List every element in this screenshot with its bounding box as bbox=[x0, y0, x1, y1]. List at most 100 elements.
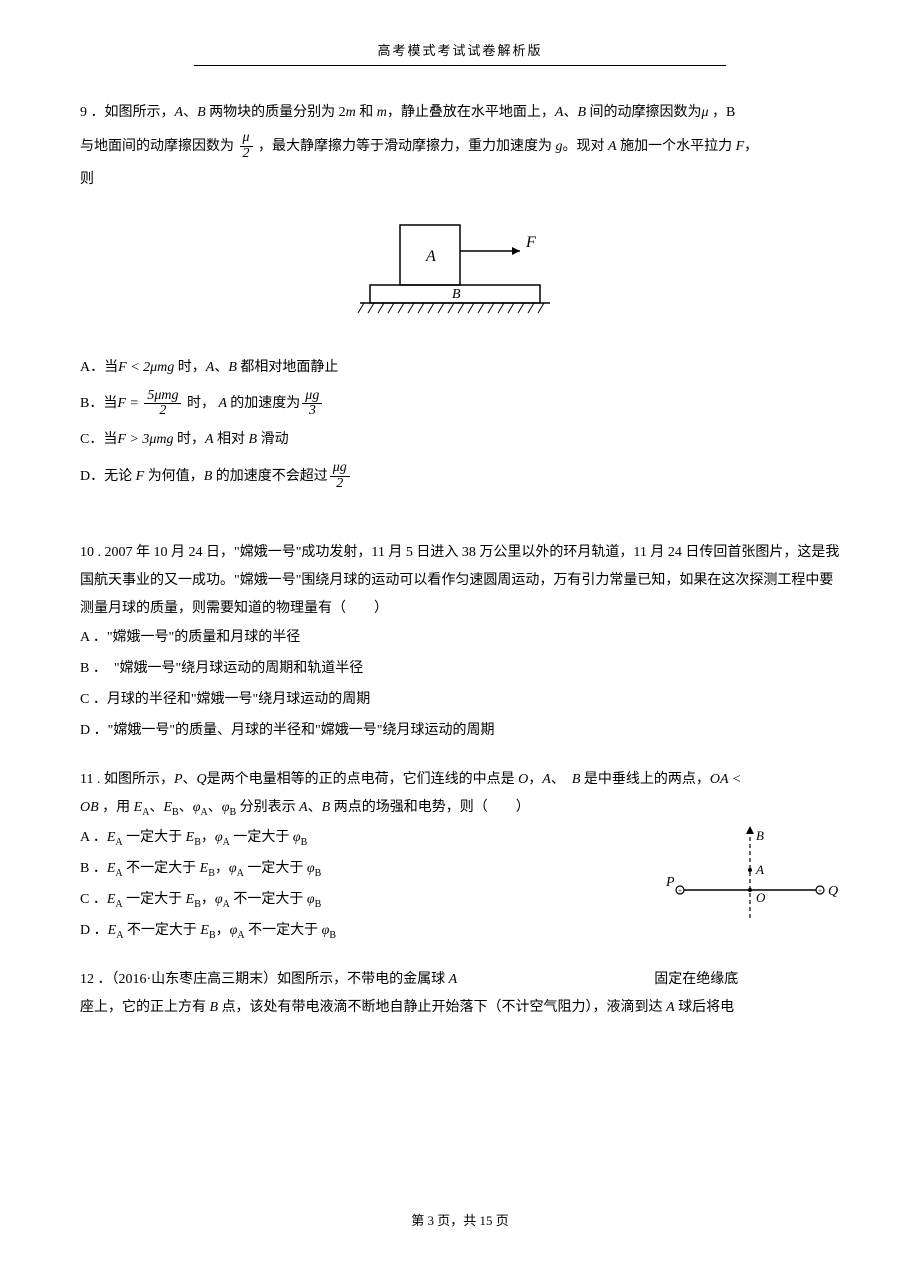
t: O bbox=[518, 772, 528, 787]
q9-option-c: C．当F > 3μmg 时，A 相对 B 滑动 bbox=[80, 422, 840, 458]
t: ， bbox=[201, 892, 215, 907]
t: A bbox=[115, 837, 122, 848]
q11-stem: 11 . 如图所示，P、Q是两个电量相等的正的点电荷，它们连线的中点是 O，A、… bbox=[80, 766, 840, 794]
t: B ． bbox=[80, 861, 107, 876]
t: B bbox=[210, 1000, 219, 1015]
t: 页 bbox=[493, 1213, 509, 1228]
t: A bbox=[200, 807, 207, 818]
t: 不一定大于 bbox=[245, 923, 322, 938]
t: 为何值， bbox=[144, 469, 204, 484]
t: B bbox=[577, 105, 586, 120]
t: A ． bbox=[80, 830, 107, 845]
t: m bbox=[377, 105, 387, 120]
t: F < 2μmg bbox=[118, 360, 174, 375]
t: C．当 bbox=[80, 432, 117, 447]
t: ，最大静摩擦力等于滑动摩擦力，重力加速度为 bbox=[258, 139, 556, 154]
t: φ bbox=[307, 861, 315, 876]
t: 是两个电量相等的正的点电荷，它们连线的中点是 bbox=[207, 772, 519, 787]
q9-svg: A B F bbox=[340, 205, 580, 325]
t: 、 bbox=[183, 772, 197, 787]
t: 点，该处有带电液滴不断地自静止开始落下（不计空气阻力），液滴到达 bbox=[218, 1000, 666, 1015]
plus-icon: + bbox=[678, 887, 682, 895]
t: B bbox=[194, 899, 201, 910]
q10-option-d: D ．"嫦娥一号"的质量、月球的半径和"嫦娥一号"绕月球运动的周期 bbox=[80, 716, 840, 747]
t: 分别表示 bbox=[236, 800, 299, 815]
arrowhead-icon bbox=[512, 247, 520, 255]
t: C ． bbox=[80, 892, 107, 907]
t: OB bbox=[80, 800, 99, 815]
den: 2 bbox=[330, 477, 350, 492]
plus-icon: + bbox=[818, 887, 822, 895]
question-12: 12 ．（2016·山东枣庄高三期末）如图所示，不带电的金属球 A 固定在绝缘底… bbox=[80, 966, 840, 1022]
t: 都相对地面静止 bbox=[237, 360, 339, 375]
t: ， bbox=[216, 923, 230, 938]
num: μg bbox=[330, 461, 350, 477]
t: B bbox=[208, 868, 215, 879]
t: A bbox=[223, 899, 230, 910]
t: φ bbox=[215, 830, 223, 845]
q10-option-c: C ．月球的半径和"嫦娥一号"绕月球运动的周期 bbox=[80, 685, 840, 716]
t: 一定大于 bbox=[123, 830, 186, 845]
num: μ bbox=[240, 131, 253, 147]
t: P bbox=[174, 772, 183, 787]
t: 、 bbox=[551, 772, 572, 787]
t: B bbox=[322, 800, 331, 815]
t: 、 bbox=[563, 105, 577, 120]
page-total: 15 bbox=[480, 1213, 493, 1228]
t: 一定大于 bbox=[230, 830, 293, 845]
t: A bbox=[175, 105, 184, 120]
den: 3 bbox=[302, 404, 322, 419]
t: E bbox=[134, 800, 143, 815]
q9-option-b: B．当F = 5μmg2 时， A 的加速度为μg3 bbox=[80, 386, 840, 422]
q11-svg: + + P Q O A B bbox=[660, 820, 840, 930]
t: B bbox=[315, 899, 322, 910]
t: 的加速度不会超过 bbox=[212, 469, 328, 484]
t: OA < bbox=[710, 772, 741, 787]
num: 5μmg bbox=[144, 389, 181, 405]
t: A bbox=[205, 432, 214, 447]
t: 一定大于 bbox=[123, 892, 186, 907]
fraction: μg3 bbox=[302, 389, 322, 419]
t: A bbox=[215, 396, 230, 411]
t: F bbox=[736, 139, 745, 154]
fraction: μg2 bbox=[330, 461, 350, 491]
t: B bbox=[172, 807, 179, 818]
t: 不一定大于 bbox=[230, 892, 307, 907]
t: A bbox=[542, 772, 551, 787]
label-q: Q bbox=[828, 884, 838, 899]
t: A bbox=[449, 972, 458, 987]
t: B bbox=[228, 360, 237, 375]
t: F = bbox=[117, 396, 142, 411]
t: E bbox=[186, 830, 195, 845]
q9-option-a: A．当F < 2μmg 时，A、B 都相对地面静止 bbox=[80, 350, 840, 386]
label-a: A bbox=[425, 248, 436, 265]
den: 2 bbox=[144, 404, 181, 419]
fraction: 5μmg2 bbox=[144, 389, 181, 419]
q10-option-a: A ．"嫦娥一号"的质量和月球的半径 bbox=[80, 623, 840, 654]
t: B bbox=[329, 929, 336, 940]
t: A bbox=[115, 899, 122, 910]
t: 12 ．（2016·山东枣庄高三期末）如图所示，不带电的金属球 bbox=[80, 972, 449, 987]
t: ，用 bbox=[99, 800, 134, 815]
t: 、 bbox=[149, 800, 163, 815]
t: 。现对 bbox=[563, 139, 609, 154]
t: 和 bbox=[356, 105, 377, 120]
t: E bbox=[200, 861, 209, 876]
t: D．无论 bbox=[80, 469, 136, 484]
q9-diagram: A B F bbox=[80, 205, 840, 338]
t: 页，共 bbox=[434, 1213, 480, 1228]
t: 第 bbox=[411, 1213, 427, 1228]
fraction: μ2 bbox=[240, 131, 253, 161]
arrowhead-icon bbox=[746, 826, 754, 834]
t: g bbox=[556, 139, 563, 154]
page-footer: 第 3 页，共 15 页 bbox=[0, 1210, 920, 1229]
label-b: B bbox=[756, 828, 764, 843]
t: ， bbox=[528, 772, 542, 787]
page: 高考模式考试试卷解析版 9 ．如图所示，A、B 两物块的质量分别为 2m 和 m… bbox=[0, 0, 920, 1273]
t: 9 ．如图所示， bbox=[80, 105, 175, 120]
label-f: F bbox=[525, 234, 536, 251]
t: B bbox=[301, 837, 308, 848]
body: 9 ．如图所示，A、B 两物块的质量分别为 2m 和 m，静止叠放在水平地面上，… bbox=[80, 96, 840, 1022]
t: A．当 bbox=[80, 360, 118, 375]
t: 座上，它的正上方有 bbox=[80, 1000, 210, 1015]
